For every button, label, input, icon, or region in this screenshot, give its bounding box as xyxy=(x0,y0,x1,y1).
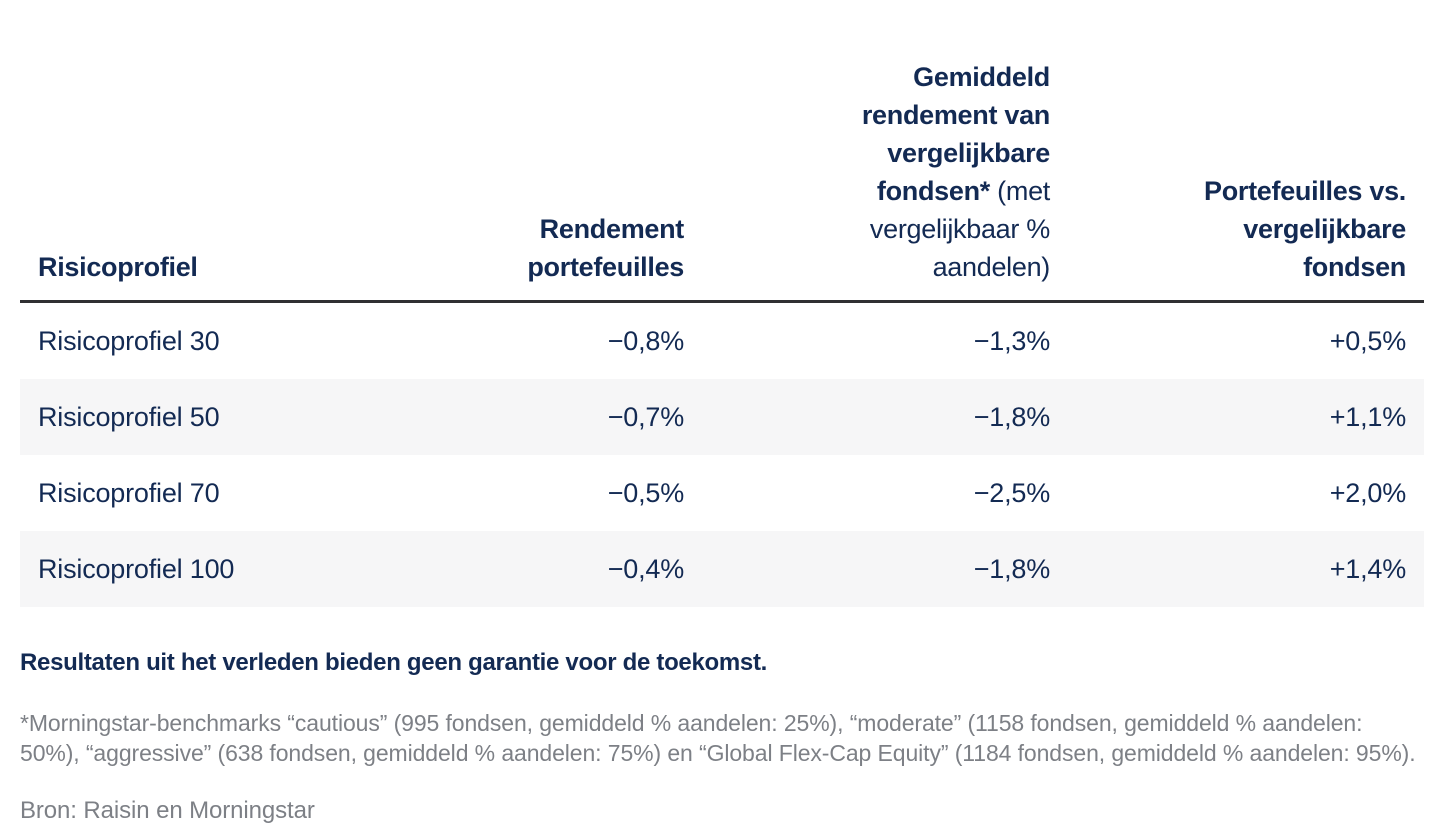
cell-benchmark-return: −1,8% xyxy=(973,553,1051,584)
cell-vs-benchmark: +2,0% xyxy=(1329,477,1407,508)
cell-vs-benchmark: +0,5% xyxy=(1329,325,1407,356)
source-line: Bron: Raisin en Morningstar xyxy=(20,797,315,824)
table-row: Risicoprofiel 100 −0,4% −1,8% +1,4% xyxy=(20,531,1424,607)
col-header-benchmark-rendement: Gemiddeld rendement van vergelijkbare fo… xyxy=(820,58,1050,286)
cell-profile-label: Risicoprofiel 50 xyxy=(38,401,220,432)
cell-portfolio-return: −0,8% xyxy=(607,325,685,356)
col-header-benchmark-bold: Gemiddeld rendement van vergelijkbare fo… xyxy=(861,62,1050,206)
cell-profile-label: Risicoprofiel 70 xyxy=(38,477,220,508)
col-header-benchmark-note: (met vergelijkbaar % aandelen) xyxy=(869,176,1050,282)
cell-benchmark-return: −1,8% xyxy=(973,401,1051,432)
cell-portfolio-return: −0,5% xyxy=(607,477,685,508)
past-performance-disclaimer: Resultaten uit het verleden bieden geen … xyxy=(20,649,768,676)
cell-profile-label: Risicoprofiel 100 xyxy=(38,553,235,584)
table-header-row: Risicoprofiel Rendement portefeuilles Ge… xyxy=(20,0,1424,303)
cell-benchmark-return: −2,5% xyxy=(973,477,1051,508)
cell-benchmark-return: −1,3% xyxy=(973,325,1051,356)
cell-vs-benchmark: +1,4% xyxy=(1329,553,1407,584)
table-row: Risicoprofiel 70 −0,5% −2,5% +2,0% xyxy=(20,455,1424,531)
cell-portfolio-return: −0,7% xyxy=(607,401,685,432)
cell-portfolio-return: −0,4% xyxy=(607,553,685,584)
col-header-rendement-portefeuilles: Rendement portefeuilles xyxy=(527,214,684,282)
cell-profile-label: Risicoprofiel 30 xyxy=(38,325,220,356)
benchmark-footnote: *Morningstar-benchmarks “cautious” (995 … xyxy=(20,710,1416,766)
cell-vs-benchmark: +1,1% xyxy=(1329,401,1407,432)
table-row: Risicoprofiel 30 −0,8% −1,3% +0,5% xyxy=(20,303,1424,379)
col-header-risicoprofiel: Risicoprofiel xyxy=(38,252,198,282)
table-row: Risicoprofiel 50 −0,7% −1,8% +1,1% xyxy=(20,379,1424,455)
col-header-portefeuilles-vs-fondsen: Portefeuilles vs. vergelijkbare fondsen xyxy=(1204,176,1406,282)
